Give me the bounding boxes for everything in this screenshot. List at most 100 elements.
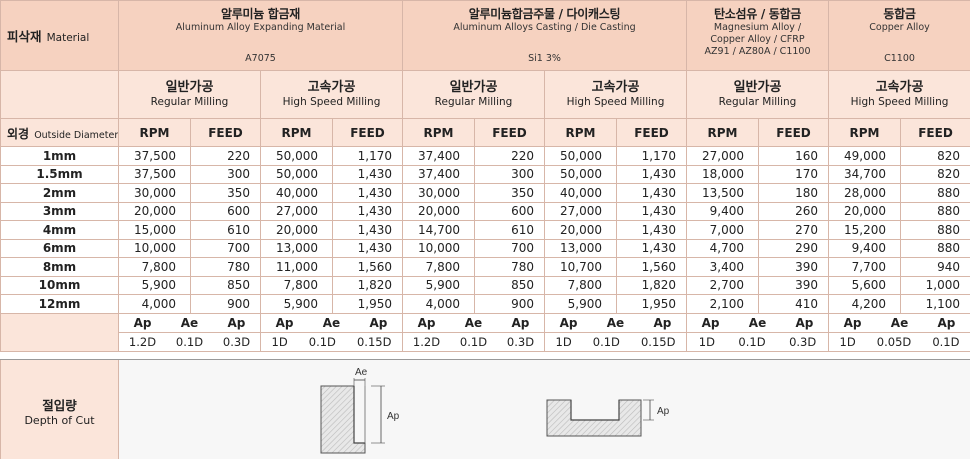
ap-value: 1D xyxy=(698,334,715,349)
feed-cell: 1,560 xyxy=(332,257,403,277)
ap-value: 0.3D xyxy=(789,334,817,349)
milling-high-speed: 고속가공 High Speed Milling xyxy=(828,70,970,119)
ap-value: 1D xyxy=(839,334,856,349)
rpm-cell: 30,000 xyxy=(118,183,191,203)
ae-label: Ae xyxy=(606,315,625,330)
feed-header: FEED xyxy=(616,118,687,147)
feed-cell: 410 xyxy=(757,294,830,314)
rpm-cell: 20,000 xyxy=(260,220,333,240)
rpm-cell: 15,200 xyxy=(828,220,902,240)
table-row: 2mm 30,000 350 40,000 1,430 30,000 350 40,000 1,… xyxy=(0,183,970,203)
milling-ko: 일반가공 xyxy=(733,80,782,95)
rpm-header: RPM xyxy=(686,118,759,147)
feed-header: FEED xyxy=(757,118,830,147)
diameter-cell: 10mm xyxy=(0,275,119,295)
ap-value: 1D xyxy=(271,334,288,349)
rpm-cell: 28,000 xyxy=(828,183,902,203)
ae-value: 0.05D xyxy=(876,334,912,349)
feed-cell: 1,430 xyxy=(332,238,403,258)
milling-high-speed: 고속가공 High Speed Milling xyxy=(544,70,687,119)
feed-cell: 170 xyxy=(757,164,830,184)
material-aluminum-casting: 알루미늄합금주물 / 다이캐스팅 Aluminum Alloys Casting… xyxy=(402,0,687,71)
rpm-cell: 34,700 xyxy=(828,164,902,184)
rpm-header: RPM xyxy=(260,118,333,147)
table-row: 6mm 10,000 700 13,000 1,430 10,000 700 13,000 1,… xyxy=(0,238,970,258)
feed-cell: 780 xyxy=(474,257,545,277)
ap-ae-label-cell: Ap Ae Ap xyxy=(118,312,261,333)
feed-cell: 880 xyxy=(900,220,970,240)
rpm-cell: 50,000 xyxy=(260,164,333,184)
material-name-en: Aluminum Alloys Casting / Die Casting xyxy=(453,21,636,33)
rpm-header: RPM xyxy=(828,118,902,147)
material-name-ko: 알루미늄합금주물 / 다이캐스팅 xyxy=(468,6,621,21)
feed-cell: 1,000 xyxy=(900,275,970,295)
rpm-cell: 5,900 xyxy=(260,294,333,314)
feed-cell: 780 xyxy=(190,257,261,277)
feed-cell: 1,560 xyxy=(616,257,687,277)
diameter-cell: 6mm xyxy=(0,238,119,258)
rpm-cell: 30,000 xyxy=(402,183,475,203)
rpm-cell: 18,000 xyxy=(686,164,759,184)
rpm-cell: 13,000 xyxy=(260,238,333,258)
od-label-en: Outside Diameter xyxy=(34,130,119,141)
feed-cell: 220 xyxy=(190,146,261,166)
milling-corner xyxy=(0,70,119,119)
ae-label: Ae xyxy=(464,315,483,330)
rpm-cell: 27,000 xyxy=(260,201,333,221)
rpm-cell: 20,000 xyxy=(828,201,902,221)
ap-label: Ap xyxy=(417,315,436,330)
feed-cell: 300 xyxy=(474,164,545,184)
feed-cell: 350 xyxy=(474,183,545,203)
ap-label: Ap xyxy=(227,315,246,330)
feed-cell: 1,100 xyxy=(900,294,970,314)
diameter-cell: 1mm xyxy=(0,146,119,166)
feed-cell: 880 xyxy=(900,201,970,221)
depth-of-cut-diagram-area: Ae Ap Ap xyxy=(117,358,970,459)
rpm-cell: 7,800 xyxy=(260,275,333,295)
rpm-cell: 40,000 xyxy=(260,183,333,203)
ap-label: Ap xyxy=(795,315,814,330)
feed-cell: 1,430 xyxy=(332,220,403,240)
doc-label-en: Depth of Cut xyxy=(24,414,95,427)
feed-cell: 160 xyxy=(757,146,830,166)
rpm-cell: 27,000 xyxy=(686,146,759,166)
rpm-cell: 37,400 xyxy=(402,146,475,166)
feed-cell: 880 xyxy=(900,183,970,203)
feed-cell: 1,430 xyxy=(332,201,403,221)
rpm-cell: 10,000 xyxy=(118,238,191,258)
rpm-cell: 11,000 xyxy=(260,257,333,277)
depth-value-cell: 1D 0.1D 0.15D xyxy=(544,331,687,352)
ap-label: Ap xyxy=(559,315,578,330)
feed-cell: 850 xyxy=(190,275,261,295)
table-row: 12mm 4,000 900 5,900 1,950 4,000 900 5,900 1,950… xyxy=(0,294,970,314)
material-copper-alloy: 동합금 Copper Alloy C1100 xyxy=(828,0,970,71)
ap-label: Ap xyxy=(275,315,294,330)
rpm-cell: 5,900 xyxy=(544,294,617,314)
material-name-en: Copper Alloy xyxy=(869,21,930,33)
ae-label: Ae xyxy=(748,315,767,330)
milling-en: Regular Milling xyxy=(434,96,513,108)
ae-label: Ae xyxy=(322,315,341,330)
feed-cell: 900 xyxy=(474,294,545,314)
rpm-cell: 27,000 xyxy=(544,201,617,221)
ap-value: 0.3D xyxy=(506,334,535,349)
slot-ap-label: Ap xyxy=(657,406,670,417)
ae-label: Ae xyxy=(890,315,909,330)
milling-en: Regular Milling xyxy=(718,96,797,108)
material-grade: AZ91 / AZ80A / C1100 xyxy=(704,45,811,57)
milling-regular: 일반가공 Regular Milling xyxy=(685,70,830,119)
feed-cell: 1,430 xyxy=(332,183,403,203)
material-grade: C1100 xyxy=(884,52,915,64)
feed-cell: 880 xyxy=(900,238,970,258)
ae-value: 0.1D xyxy=(592,334,620,349)
feed-cell: 1,820 xyxy=(332,275,403,295)
rpm-cell: 5,900 xyxy=(118,275,191,295)
feed-cell: 220 xyxy=(474,146,545,166)
milling-ko: 고속가공 xyxy=(875,80,924,95)
ap-ae-label-cell: Ap Ae Ap xyxy=(828,312,970,333)
ap-label: Ap xyxy=(843,315,862,330)
rpm-cell: 5,900 xyxy=(402,275,475,295)
ae-label: Ae xyxy=(180,315,199,330)
material-name-ko: 동합금 xyxy=(883,6,916,21)
